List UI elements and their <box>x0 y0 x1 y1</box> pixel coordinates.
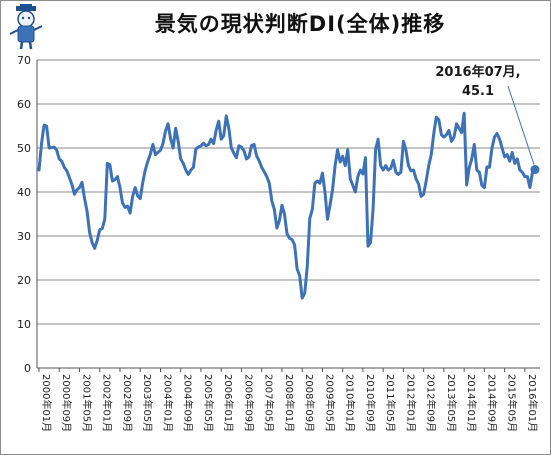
mascot-logo-icon <box>9 4 43 50</box>
x-tick-label: 2008年09月 <box>303 374 316 432</box>
y-tick-label: 40 <box>17 186 31 199</box>
x-tick-label: 2006年01月 <box>222 374 235 432</box>
x-tick-label: 2014年09月 <box>485 374 498 432</box>
x-tick-label: 2016年01月 <box>526 374 539 432</box>
x-tick-label: 2008年01月 <box>283 374 296 432</box>
annotation-value: 45.1 <box>462 84 494 99</box>
x-tick-label: 2011年05月 <box>384 374 397 432</box>
x-tick-label: 2007年05月 <box>263 374 276 432</box>
y-tick-label: 20 <box>17 274 31 287</box>
x-tick-label: 2004年01月 <box>161 374 174 432</box>
y-tick-label: 60 <box>17 98 31 111</box>
x-tick-label: 2001年05月 <box>80 374 93 432</box>
y-tick-label: 10 <box>17 318 31 331</box>
x-tick-label: 2000年01月 <box>40 374 53 432</box>
x-tick-label: 2014年01月 <box>465 374 478 432</box>
x-tick-label: 2004年09月 <box>182 374 195 432</box>
x-tick-label: 2003年05月 <box>141 374 154 432</box>
x-tick-label: 2005年05月 <box>202 374 215 432</box>
x-tick-label: 2015年05月 <box>506 374 519 432</box>
series-line <box>37 111 537 300</box>
x-tick-label: 2013年05月 <box>445 374 458 432</box>
y-axis-ticks: 0 10 20 30 40 50 60 70 <box>17 54 31 375</box>
x-tick-label: 2010年01月 <box>344 374 357 432</box>
annotation-leader <box>507 85 535 165</box>
x-tick-label: 2012年09月 <box>425 374 438 432</box>
x-tick-label: 2010年09月 <box>364 374 377 432</box>
x-tick-label: 2000年09月 <box>60 374 73 432</box>
y-tick-label: 0 <box>24 362 31 375</box>
grid-lines <box>37 59 540 325</box>
series-group <box>37 111 540 300</box>
x-tick-label: 2002年01月 <box>101 374 114 432</box>
last-point-marker <box>530 165 540 175</box>
axes <box>36 60 540 369</box>
x-axis-ticks: 2000年01月 2000年09月 2001年05月 2002年01月 2002年09月… <box>38 368 539 432</box>
x-tick-label: 2006年09月 <box>242 374 255 432</box>
x-tick-label: 2009年05月 <box>323 374 336 432</box>
x-tick-label: 2012年01月 <box>404 374 417 432</box>
x-tick-label: 2002年09月 <box>121 374 134 432</box>
annotation-group: 2016年07月, 45.1 <box>435 64 535 165</box>
chart-title: 景気の現状判断DI(全体)推移 <box>154 12 446 36</box>
annotation-date: 2016年07月, <box>435 64 520 80</box>
y-tick-label: 30 <box>17 230 31 243</box>
y-tick-label: 70 <box>17 54 31 67</box>
y-tick-label: 50 <box>17 142 31 155</box>
